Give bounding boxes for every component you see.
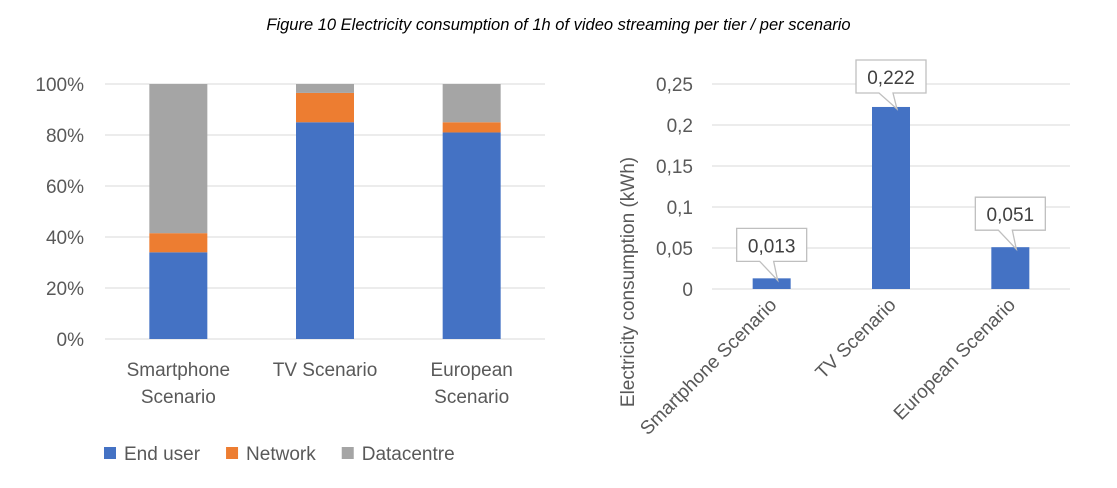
bar [752, 278, 791, 289]
data-label: 0,013 [748, 236, 796, 257]
x-category-label: TV Scenario [812, 295, 901, 384]
bar-datacentre [149, 84, 208, 234]
legend-swatch [104, 447, 116, 459]
bar-end-user [296, 122, 354, 339]
legend-swatch [341, 447, 354, 459]
figure-title: Figure 10 Electricity consumption of 1h … [266, 16, 851, 34]
bar-datacentre [296, 84, 354, 93]
data-label-callout [736, 227, 808, 283]
x-category-label: Smartphone Scenario [636, 295, 781, 440]
x-category-label: Scenario [434, 387, 509, 408]
x-category-label: European [430, 360, 512, 381]
y-axis-title: Electricity consumption (kWh) [618, 157, 639, 407]
legend-label: Network [246, 444, 316, 465]
y-tick-label: 100% [35, 75, 84, 96]
y-tick-label: 0,05 [656, 239, 693, 260]
y-tick-label: 60% [46, 177, 84, 198]
y-tick-label: 40% [46, 228, 84, 249]
bar-end-user [442, 132, 501, 339]
x-category-label: European Scenario [890, 295, 1020, 425]
bar-datacentre [442, 84, 501, 123]
y-tick-label: 0,25 [656, 75, 693, 96]
y-tick-label: 0 [682, 280, 693, 301]
y-tick-label: 80% [46, 126, 84, 147]
bar-network [149, 233, 208, 253]
bar-network [296, 92, 354, 123]
bar-network [442, 122, 501, 133]
legend-label: Datacentre [362, 444, 455, 465]
data-label: 0,051 [987, 205, 1035, 226]
y-tick-label: 0,15 [656, 157, 693, 178]
x-category-label: Smartphone [127, 360, 231, 381]
y-tick-label: 0,1 [667, 198, 693, 219]
x-category-label: Scenario [141, 387, 216, 408]
bar-end-user [149, 252, 208, 339]
legend-label: End user [124, 444, 201, 465]
stacked-percent-bar-chart: 0% 20% 40% 60% 80% 100% Smartphone Scenario TV S… [35, 75, 545, 465]
bar [872, 106, 910, 290]
legend-swatch [226, 447, 239, 459]
x-category-label: TV Scenario [273, 360, 378, 381]
y-tick-label: 20% [46, 279, 84, 300]
y-tick-label: 0,2 [667, 116, 693, 137]
y-tick-label: 0% [57, 330, 85, 351]
data-label: 0,222 [867, 68, 915, 89]
bar [991, 247, 1030, 289]
data-label-callout [974, 196, 1046, 252]
data-label-callout [855, 59, 927, 111]
